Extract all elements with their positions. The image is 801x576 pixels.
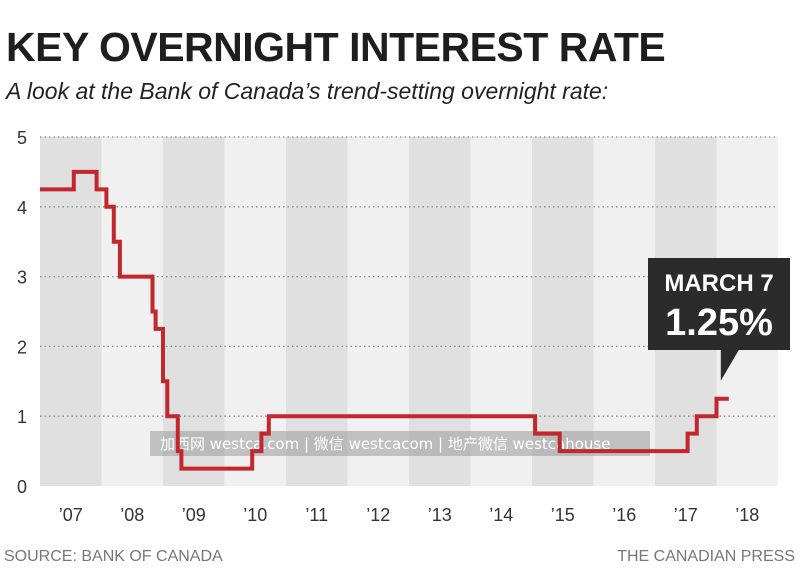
- year-bands: [40, 137, 778, 486]
- x-tick-label: ’07: [59, 505, 83, 525]
- x-tick-label: ’17: [674, 505, 698, 525]
- callout-value-label: 1.25%: [665, 302, 773, 344]
- year-band: [347, 137, 409, 486]
- x-tick-label: ’08: [120, 505, 144, 525]
- y-tick-label: 1: [17, 407, 27, 427]
- x-tick-label: ’15: [551, 505, 575, 525]
- callout-box: [648, 258, 790, 381]
- year-band: [286, 137, 348, 486]
- source-note: SOURCE: BANK OF CANADA: [4, 548, 223, 565]
- callout: MARCH 7 1.25%: [648, 258, 790, 381]
- y-tick-label: 2: [17, 337, 27, 357]
- y-axis: 0 1 2 3 4 5: [17, 128, 27, 497]
- x-tick-label: ’14: [489, 505, 513, 525]
- x-tick-label: ’09: [182, 505, 206, 525]
- chart-title: KEY OVERNIGHT INTEREST RATE: [6, 24, 666, 70]
- x-tick-label: ’13: [428, 505, 452, 525]
- year-band: [40, 137, 102, 486]
- year-band: [224, 137, 286, 486]
- year-band: [163, 137, 225, 486]
- credit-note: THE CANADIAN PRESS: [617, 548, 795, 565]
- year-band: [470, 137, 532, 486]
- x-tick-label: ’12: [366, 505, 390, 525]
- x-tick-label: ’18: [735, 505, 759, 525]
- y-tick-label: 4: [17, 198, 27, 218]
- year-band: [593, 137, 655, 486]
- year-band: [532, 137, 594, 486]
- x-tick-label: ’10: [243, 505, 267, 525]
- x-tick-label: ’11: [305, 505, 328, 525]
- watermark-text: 加西网 westca.com | 微信 westcacom | 地产微信 wes…: [160, 435, 610, 453]
- y-tick-label: 5: [17, 128, 27, 148]
- x-tick-label: ’16: [612, 505, 636, 525]
- y-tick-label: 3: [17, 268, 27, 288]
- chart-subtitle: A look at the Bank of Canada’s trend-set…: [6, 78, 609, 104]
- x-axis: ’07 ’08 ’09 ’10 ’11 ’12 ’13 ’14 ’15 ’16 ’17 ’18: [59, 505, 760, 525]
- year-band: [409, 137, 471, 486]
- y-tick-label: 0: [17, 477, 27, 497]
- series-line: [40, 169, 729, 471]
- callout-date-label: MARCH 7: [664, 270, 773, 297]
